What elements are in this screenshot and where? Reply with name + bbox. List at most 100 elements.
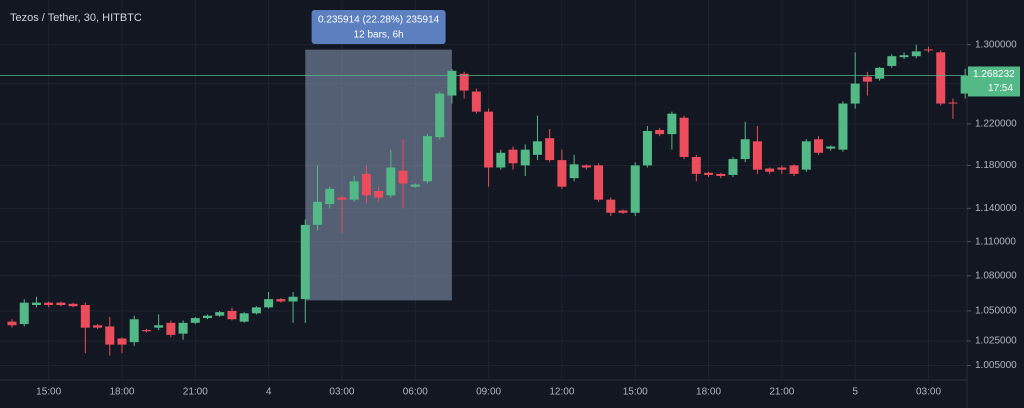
candle-body	[300, 224, 310, 300]
candle-body	[496, 152, 506, 168]
candle-body	[288, 296, 298, 302]
candle-body	[862, 76, 872, 82]
candle-body	[227, 310, 237, 320]
candle-body	[569, 164, 579, 179]
candle-body	[508, 149, 518, 164]
candle-body	[93, 325, 103, 328]
candle-body	[154, 325, 164, 328]
candle-body	[386, 167, 396, 196]
candle-body	[410, 184, 420, 187]
candle-body	[532, 141, 542, 155]
y-tick-label: 1.180000	[975, 160, 1017, 171]
y-tick-label: 1.050000	[975, 306, 1017, 317]
candle-body	[190, 318, 200, 323]
candle-body	[251, 307, 261, 314]
candle-body	[349, 181, 359, 200]
candle-body	[814, 139, 824, 153]
x-tick-label: 15:00	[36, 387, 61, 398]
candle-body	[178, 322, 188, 334]
candle-body	[374, 191, 384, 198]
y-tick-label: 1.300000	[975, 39, 1017, 50]
measure-label: 0.235914 (22.28%) 235914	[318, 15, 440, 26]
candle-body	[838, 103, 848, 150]
chart-title: Tezos / Tether, 30, HITBTC	[10, 12, 142, 24]
candle-body	[789, 165, 799, 174]
candle-body	[948, 102, 958, 104]
candle-body	[740, 139, 750, 160]
candle-body	[716, 173, 726, 177]
last-price-box	[968, 66, 1020, 97]
candle-body	[667, 113, 677, 135]
candle-body	[68, 303, 78, 307]
candle-body	[435, 93, 445, 138]
candle-body	[313, 201, 322, 225]
y-tick-label: 1.080000	[975, 270, 1017, 281]
measure-label: 12 bars, 6h	[354, 30, 404, 41]
candle-body	[264, 299, 274, 308]
x-tick-label: 5	[852, 387, 858, 398]
candle-body	[422, 136, 432, 182]
x-tick-label: 15:00	[623, 387, 648, 398]
candle-body	[459, 73, 469, 91]
candle-body	[141, 330, 151, 332]
candle-body	[129, 319, 139, 343]
y-tick-label: 1.220000	[975, 118, 1017, 129]
candle-body	[765, 168, 775, 172]
candle-body	[618, 210, 628, 213]
candle-body	[545, 138, 555, 161]
candle-body	[887, 56, 897, 66]
candle-body	[911, 51, 921, 57]
candle-body	[80, 304, 90, 328]
candle-body	[361, 173, 371, 196]
x-tick-label: 09:00	[476, 387, 501, 398]
candle-body	[325, 188, 335, 205]
candle-body	[630, 165, 640, 213]
candle-body	[606, 199, 616, 213]
candle-body	[936, 52, 946, 104]
candle-body	[777, 167, 787, 170]
x-tick-label: 21:00	[183, 387, 208, 398]
x-tick-label: 4	[266, 387, 272, 398]
candle-body	[826, 146, 836, 149]
y-tick-label: 1.025000	[975, 336, 1017, 347]
candle-body	[471, 91, 481, 112]
x-tick-label: 03:00	[329, 387, 354, 398]
y-tick-label: 1.140000	[975, 203, 1017, 214]
candle-body	[557, 160, 567, 187]
candle-body	[337, 197, 347, 200]
candle-body	[594, 165, 604, 200]
candle-body	[655, 129, 665, 135]
candle-body	[105, 326, 115, 345]
candle-body	[520, 149, 530, 166]
candle-body	[801, 141, 811, 170]
y-tick-label: 1.110000	[975, 236, 1016, 247]
candle-body	[203, 315, 213, 319]
candle-body	[447, 70, 457, 96]
x-tick-label: 18:00	[109, 387, 134, 398]
candle-body	[117, 338, 127, 345]
x-tick-label: 12:00	[549, 387, 574, 398]
candle-body	[19, 302, 29, 325]
candle-body	[398, 170, 408, 184]
candle-body	[276, 299, 286, 302]
x-tick-label: 21:00	[769, 387, 794, 398]
candle-body	[875, 67, 885, 79]
candle-body	[850, 83, 860, 104]
x-tick-label: 06:00	[403, 387, 428, 398]
candle-body	[31, 302, 41, 305]
last-price-label: 1.268232	[973, 69, 1015, 80]
candle-body	[691, 156, 701, 174]
x-tick-label: 18:00	[696, 387, 721, 398]
countdown-label: 17:54	[988, 83, 1013, 94]
candle-body	[752, 141, 762, 170]
x-tick-label: 03:00	[916, 387, 941, 398]
candle-body	[642, 131, 652, 166]
y-tick-label: 1.005000	[975, 360, 1017, 371]
candle-body	[215, 312, 225, 316]
candle-body	[899, 55, 909, 58]
candle-body	[484, 111, 494, 168]
candle-body	[7, 321, 17, 326]
